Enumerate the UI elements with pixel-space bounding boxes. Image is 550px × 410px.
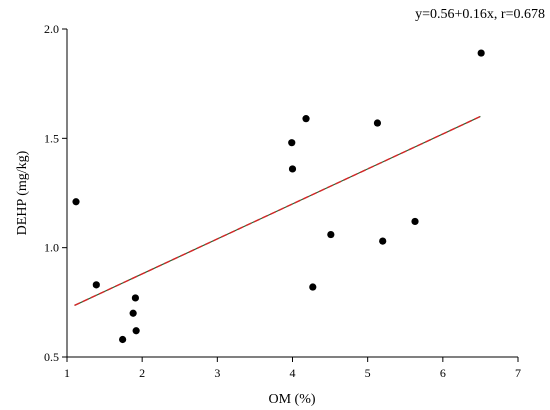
data-point <box>92 281 100 289</box>
y-tick-label: 2.0 <box>44 22 59 36</box>
data-point <box>288 139 296 147</box>
x-tick-label: 6 <box>440 366 446 380</box>
y-tick-label: 1.0 <box>44 241 59 255</box>
x-tick-label: 7 <box>515 366 521 380</box>
data-point <box>373 119 382 127</box>
x-tick-label: 4 <box>290 366 296 380</box>
x-ticks: 1 2 3 4 5 6 7 <box>64 357 521 380</box>
data-point <box>411 217 419 226</box>
y-tick-label: 1.5 <box>44 131 59 145</box>
fit-line <box>74 115 481 307</box>
data-point <box>72 198 80 206</box>
data-point <box>477 49 485 57</box>
data-point <box>132 327 140 335</box>
data-point <box>131 294 140 302</box>
y-axis-title: DEHP (mg/kg) <box>15 150 30 235</box>
y-tick-label: 0.5 <box>44 350 59 364</box>
data-point <box>288 165 297 173</box>
x-tick-label: 5 <box>365 366 371 380</box>
equation-label: y=0.56+0.16x, r=0.678 <box>415 7 545 22</box>
data-point <box>302 115 310 123</box>
data-point <box>309 283 317 291</box>
data-point <box>379 237 387 245</box>
data-point <box>129 309 137 317</box>
data-point <box>327 230 335 239</box>
data-point <box>119 335 127 344</box>
y-ticks: 0.5 1.0 1.5 2.0 <box>44 22 67 364</box>
x-tick-label: 3 <box>214 366 220 380</box>
x-tick-label: 1 <box>64 366 70 380</box>
x-tick-label: 2 <box>139 366 145 380</box>
fit-line-layer <box>74 115 481 307</box>
points-layer <box>72 49 485 344</box>
x-axis-title: OM (%) <box>268 392 315 407</box>
